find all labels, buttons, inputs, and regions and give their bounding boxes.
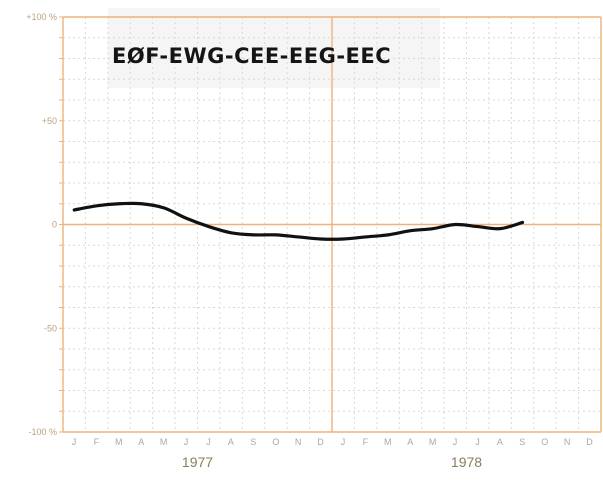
- data-point: [163, 207, 165, 209]
- x-month-tick-label: F: [94, 437, 100, 447]
- data-point: [387, 234, 389, 236]
- x-month-tick-label: N: [564, 437, 571, 447]
- y-tick-label: -50: [44, 323, 57, 333]
- x-month-tick-label: J: [72, 437, 77, 447]
- x-month-tick-label: S: [250, 437, 257, 447]
- data-point: [454, 223, 457, 226]
- x-month-tick-label: A: [407, 437, 414, 447]
- x-month-tick-label: N: [295, 437, 302, 447]
- x-month-tick-label: A: [228, 437, 235, 447]
- x-month-tick-label: J: [453, 437, 458, 447]
- x-month-tick-label: M: [429, 437, 437, 447]
- x-month-tick-label: F: [363, 437, 369, 447]
- data-point: [364, 236, 367, 238]
- x-month-tick-label: D: [317, 437, 324, 447]
- data-point: [432, 227, 434, 230]
- x-month-tick-label: A: [138, 437, 145, 447]
- x-year-label: 1978: [451, 454, 482, 470]
- chart-title: EØF-EWG-CEE-EEG-EEC: [112, 44, 391, 68]
- data-point: [319, 238, 322, 240]
- series-lines: [72, 201, 525, 241]
- data-point: [409, 229, 412, 232]
- data-point: [521, 221, 524, 224]
- axes: [59, 16, 602, 433]
- y-tick-labels: +100 % +50 0 -50 -100 %: [26, 12, 57, 437]
- x-month-tick-label: O: [272, 437, 280, 447]
- title-background: [108, 8, 440, 88]
- y-tick-label: +50: [42, 116, 57, 126]
- x-month-tick-label: J: [184, 437, 189, 447]
- x-month-tick-label: M: [384, 437, 392, 447]
- x-month-tick-label: M: [115, 437, 123, 447]
- data-point: [118, 202, 120, 205]
- x-month-tick-label: A: [497, 437, 504, 447]
- y-tick-label: 0: [52, 220, 57, 230]
- data-point: [140, 202, 143, 205]
- y-tick-label: -100 %: [28, 427, 57, 437]
- x-month-tick-label: J: [475, 437, 480, 447]
- data-point: [252, 234, 255, 236]
- x-year-labels: 1977 1978: [182, 454, 482, 470]
- data-point: [73, 209, 76, 211]
- x-month-tick-label: D: [586, 437, 593, 447]
- x-month-tick-label: O: [541, 437, 549, 447]
- x-month-tick-label: M: [160, 437, 168, 447]
- data-point: [275, 234, 277, 236]
- x-month-tick-label: J: [206, 437, 211, 447]
- data-point: [342, 238, 345, 240]
- x-year-label: 1977: [182, 454, 213, 470]
- x-month-tick-label: J: [341, 437, 346, 447]
- data-point: [207, 225, 210, 228]
- data-point: [499, 227, 501, 230]
- data-point: [297, 236, 300, 238]
- y-tick-label: +100 %: [26, 12, 57, 22]
- data-point: [95, 205, 98, 207]
- data-point: [185, 217, 188, 220]
- x-month-tick-label: S: [519, 437, 526, 447]
- data-point: [476, 225, 479, 228]
- data-point: [230, 232, 232, 234]
